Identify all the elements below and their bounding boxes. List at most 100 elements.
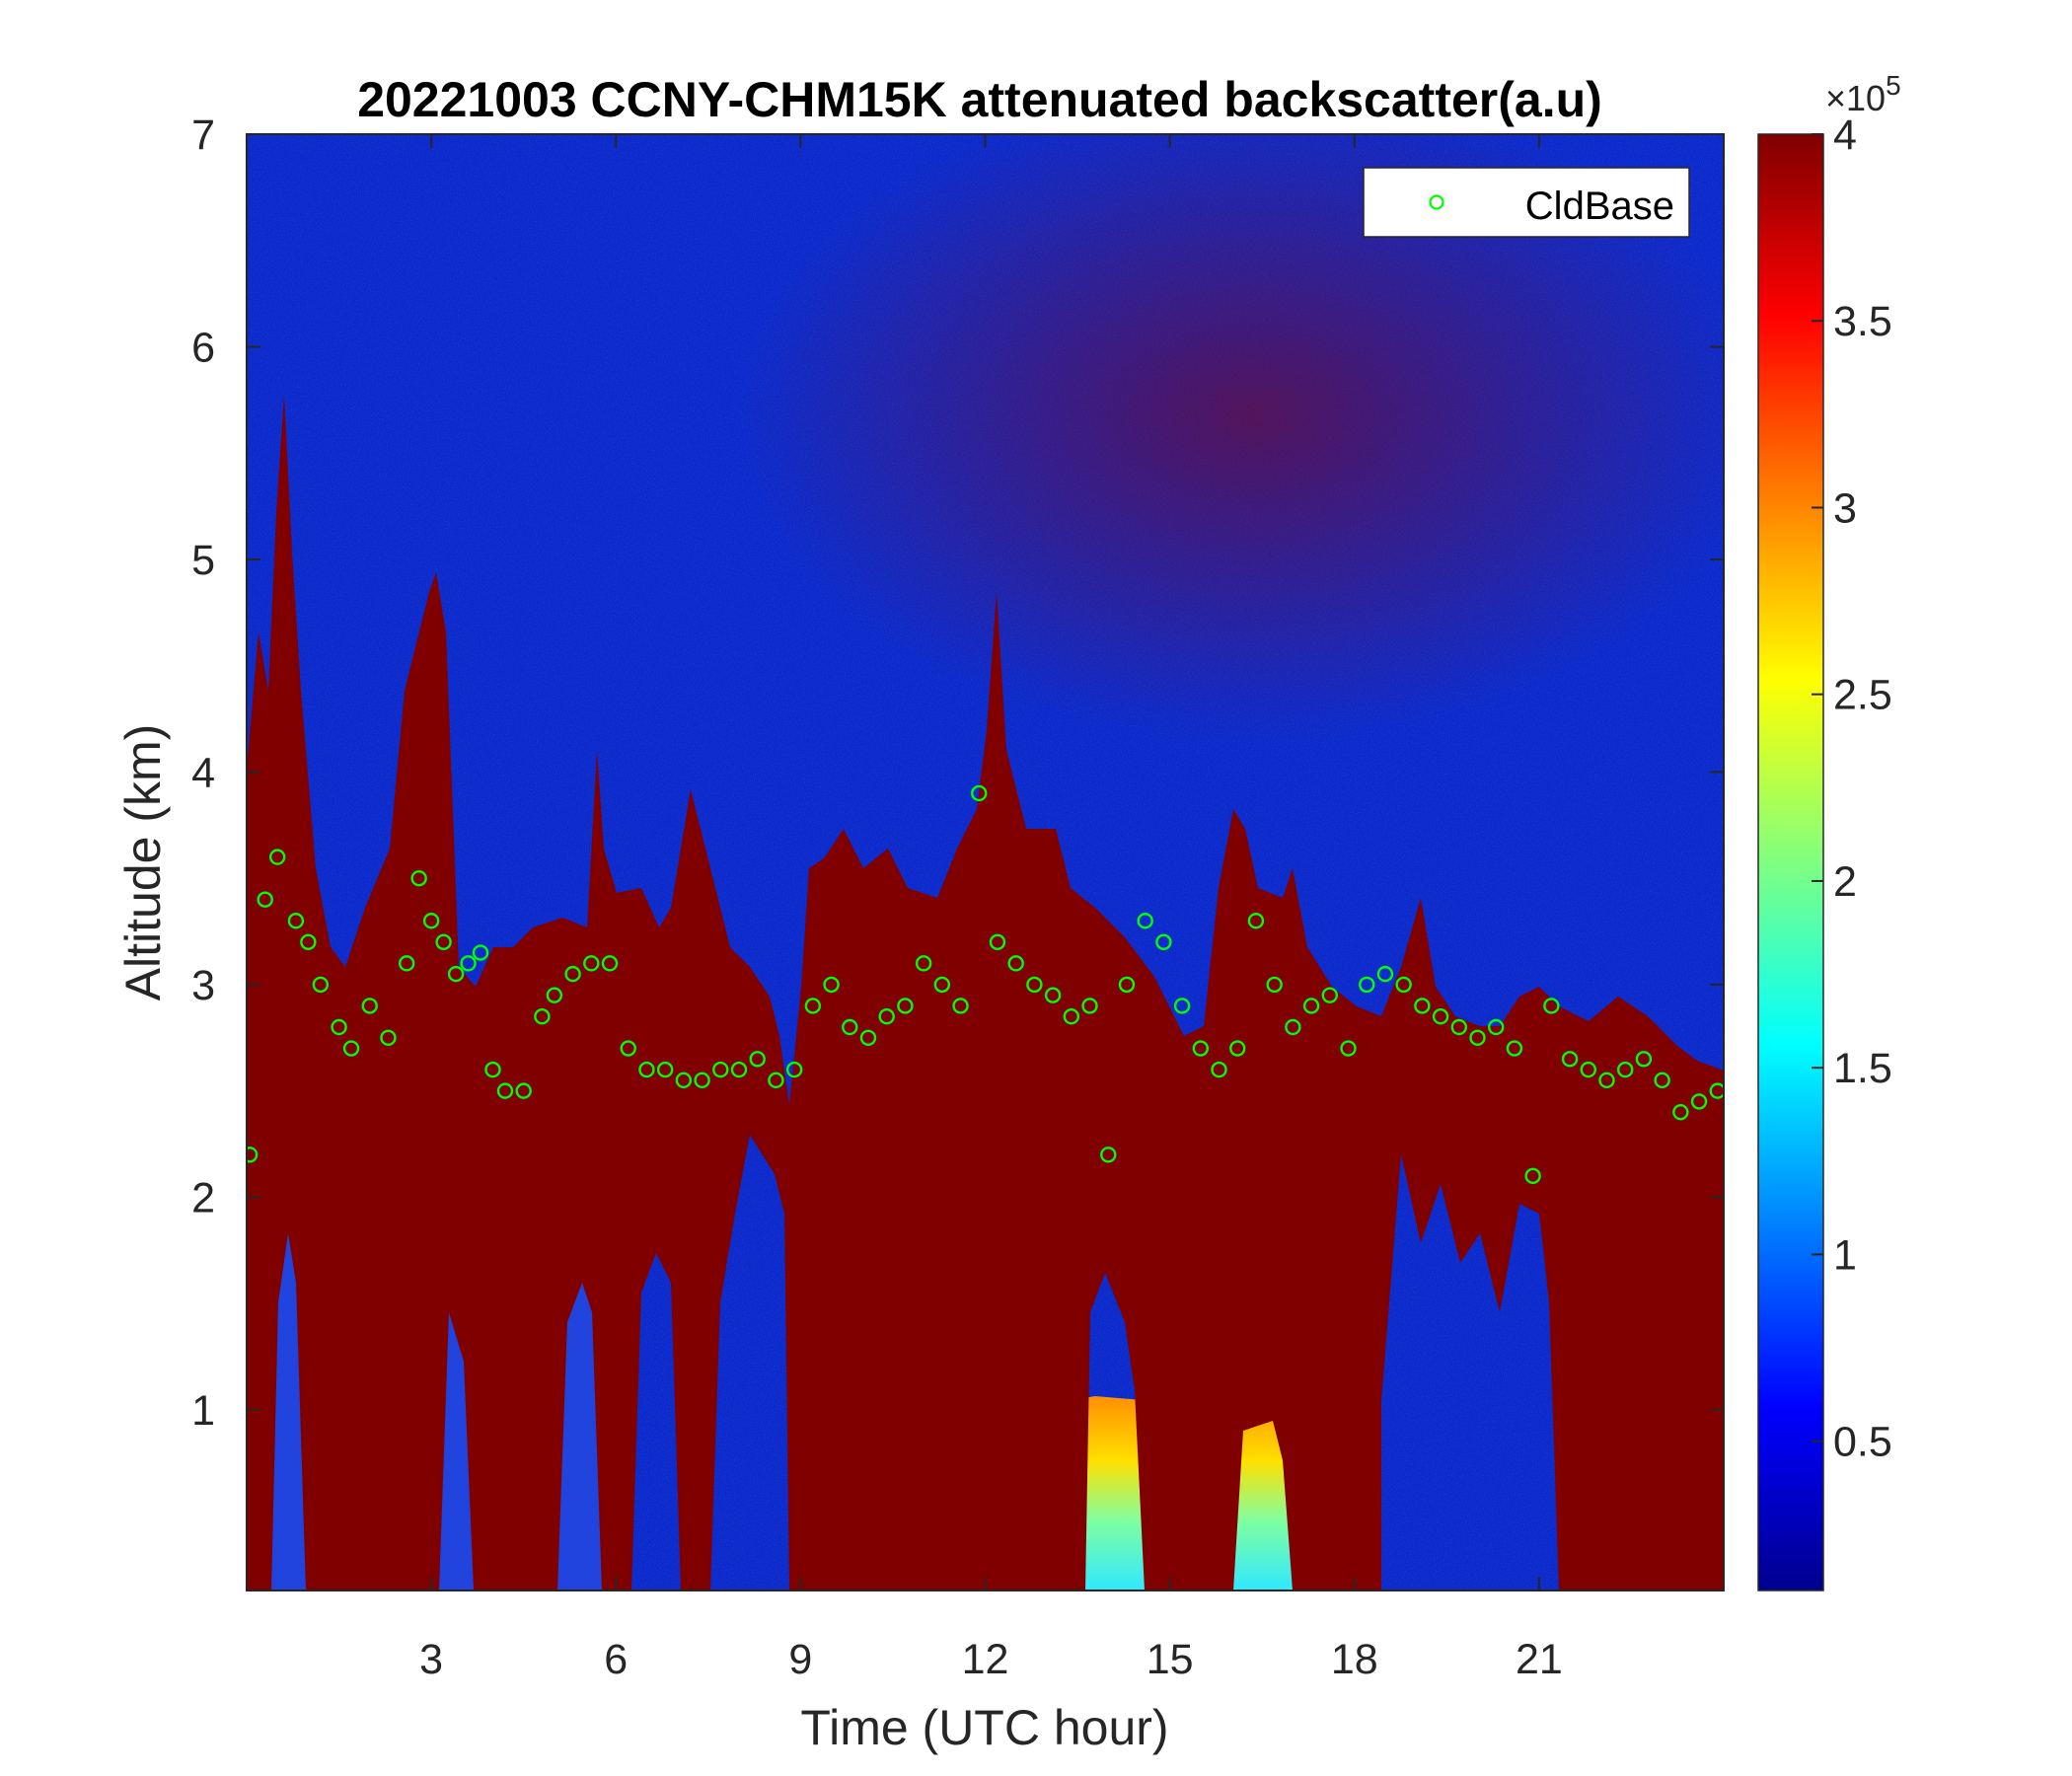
cldbase-point xyxy=(1063,1008,1080,1025)
y-tick-label: 2 xyxy=(191,1174,215,1221)
colorbar: 0.5 1 1.5 2 2.5 3 3.5 4 ×105 xyxy=(1757,70,1901,1591)
cldbase-point xyxy=(1450,1018,1467,1036)
cldbase-point xyxy=(730,1061,748,1078)
cldbase-point xyxy=(1543,998,1560,1014)
cldbase-point xyxy=(712,1061,729,1078)
cldbase-point xyxy=(1100,1147,1117,1163)
cldbase-point xyxy=(1285,1018,1301,1036)
cldbase-point xyxy=(1302,998,1320,1014)
cldbase-point xyxy=(620,1040,636,1057)
colorbar-tick-label: 4 xyxy=(1833,111,1857,159)
cldbase-point xyxy=(398,955,415,972)
x-tick-label: 21 xyxy=(1516,1636,1563,1683)
colorbar-bar xyxy=(1757,133,1824,1591)
legend-marker-cldbase xyxy=(1429,194,1444,210)
cldbase-point xyxy=(933,976,951,994)
cldbase-point xyxy=(675,1072,693,1089)
cldbase-point xyxy=(1026,976,1043,994)
cldbase-point xyxy=(1672,1103,1689,1121)
cldbase-point xyxy=(1506,1040,1523,1057)
cldbase-point xyxy=(1118,976,1136,994)
cldbase-point xyxy=(361,998,378,1014)
colorbar-tick-label: 2 xyxy=(1833,858,1857,906)
legend: CldBase xyxy=(1363,167,1690,238)
y-tick-label: 4 xyxy=(191,749,215,796)
colorbar-tick-label: 1.5 xyxy=(1833,1045,1892,1092)
colorbar-tick-label: 3.5 xyxy=(1833,298,1892,345)
cldbase-point xyxy=(1376,965,1394,983)
cloud-layer-shape xyxy=(247,395,1724,1591)
cldbase-point xyxy=(1321,987,1339,1003)
cldbase-point xyxy=(915,955,932,972)
plot-area xyxy=(247,134,1724,1591)
cldbase-series xyxy=(247,784,1724,1185)
cldbase-point xyxy=(1709,1082,1724,1099)
colorbar-multiplier: ×105 xyxy=(1825,70,1901,118)
y-tick-label: 7 xyxy=(191,111,215,159)
cldbase-point xyxy=(1211,1061,1227,1078)
cldbase-point xyxy=(638,1061,655,1078)
cldbase-point xyxy=(331,1018,347,1036)
cldbase-point xyxy=(1007,955,1024,972)
cldbase-point xyxy=(1266,976,1283,994)
cldbase-point xyxy=(1395,976,1412,994)
cldbase-point xyxy=(804,998,822,1014)
cldbase-point xyxy=(1247,913,1265,929)
cldbase-point xyxy=(1173,998,1191,1014)
cldbase-point xyxy=(1616,1061,1634,1078)
x-axis-label: Time (UTC hour) xyxy=(800,1700,1168,1755)
x-tick-label: 9 xyxy=(788,1636,812,1683)
cldbase-point xyxy=(656,1061,674,1078)
cldbase-point xyxy=(842,1018,858,1036)
cldbase-point xyxy=(971,784,988,802)
x-tick-label: 15 xyxy=(1147,1636,1194,1683)
cldbase-point xyxy=(435,933,452,951)
cldbase-point xyxy=(1081,998,1098,1014)
x-axis: 3 6 9 12 15 18 21 xyxy=(419,134,1563,1683)
cldbase-point xyxy=(952,998,969,1014)
cldbase-point xyxy=(1137,913,1153,929)
cldbase-point xyxy=(749,1051,766,1068)
cldbase-point xyxy=(1155,933,1172,951)
x-tick-label: 3 xyxy=(419,1636,443,1683)
cldbase-point xyxy=(897,998,914,1014)
cldbase-point xyxy=(1635,1051,1653,1068)
cldbase-point xyxy=(694,1072,710,1089)
cldbase-point xyxy=(534,1008,551,1025)
cldbase-point xyxy=(1044,987,1062,1003)
cldbase-point xyxy=(1359,976,1375,994)
cldbase-point xyxy=(859,1029,877,1046)
colorbar-multiplier-base: ×10 xyxy=(1825,78,1886,118)
legend-label-cldbase: CldBase xyxy=(1525,185,1674,228)
cldbase-point xyxy=(878,1008,895,1025)
cldbase-point xyxy=(422,913,440,929)
cldbase-point xyxy=(1414,998,1431,1014)
cldbase-point xyxy=(1192,1040,1210,1057)
cldbase-point xyxy=(268,849,286,865)
cldbase-point xyxy=(785,1061,803,1078)
colorbar-ticks: 0.5 1 1.5 2 2.5 3 3.5 4 xyxy=(1812,111,1892,1466)
cldbase-point xyxy=(410,869,427,887)
cldbase-point xyxy=(546,987,563,1003)
x-tick-label: 6 xyxy=(604,1636,628,1683)
cldbase-point xyxy=(1690,1093,1708,1110)
cldbase-point xyxy=(583,955,600,972)
x-tick-label: 12 xyxy=(962,1636,1009,1683)
cldbase-point xyxy=(312,976,330,994)
legend-box xyxy=(1363,167,1690,238)
y-tick-label: 5 xyxy=(191,537,215,584)
cldbase-point xyxy=(1488,1018,1505,1036)
cldbase-point xyxy=(380,1029,397,1046)
cldbase-point xyxy=(472,944,489,961)
cldbase-point xyxy=(287,913,305,929)
cldbase-point xyxy=(300,933,317,951)
cldbase-point xyxy=(601,955,619,972)
cldbase-point xyxy=(1524,1167,1541,1185)
cldbase-point xyxy=(342,1040,360,1057)
cldbase-point xyxy=(1598,1072,1615,1089)
y-axis-label: Altitude (km) xyxy=(115,724,171,1001)
cldbase-point xyxy=(1580,1061,1596,1078)
cldbase-point xyxy=(460,955,477,972)
cldbase-point xyxy=(247,1147,259,1163)
